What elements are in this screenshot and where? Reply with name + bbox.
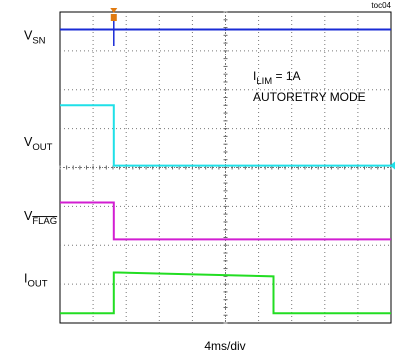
trace-v-out [60, 104, 391, 167]
traces [60, 28, 395, 315]
annotation-box: ILIM = 1A AUTORETRY MODE [253, 69, 366, 104]
channel-label: VFLAG [24, 209, 57, 227]
trace-i-out [60, 271, 391, 315]
trigger-arrow [110, 8, 118, 13]
channel-label-sub: OUT [27, 278, 47, 289]
channel-label-sub: FLAG [32, 216, 57, 227]
grid [59, 11, 392, 324]
channel-label-sub: SN [32, 35, 45, 46]
channel-label: VSN [24, 28, 46, 46]
channel-label-main: V [24, 209, 33, 223]
channel-label-main: V [24, 135, 33, 149]
x-axis-label: 4ms/div [204, 339, 245, 353]
channel-label: VOUT [24, 135, 53, 153]
annotation-line-2: AUTORETRY MODE [253, 90, 366, 104]
figure-id: toc04 [371, 1, 391, 10]
channel-label-main: I [24, 271, 27, 285]
channel-label: IOUT [24, 271, 48, 289]
trigger-box [110, 14, 117, 21]
trigger-marker [110, 8, 118, 46]
trace-v-flag [60, 201, 391, 241]
channel-label-main: V [24, 28, 33, 42]
channel-marker [390, 161, 395, 170]
channel-label-sub: OUT [32, 142, 52, 153]
annotation-line-1: ILIM = 1A [253, 69, 301, 87]
